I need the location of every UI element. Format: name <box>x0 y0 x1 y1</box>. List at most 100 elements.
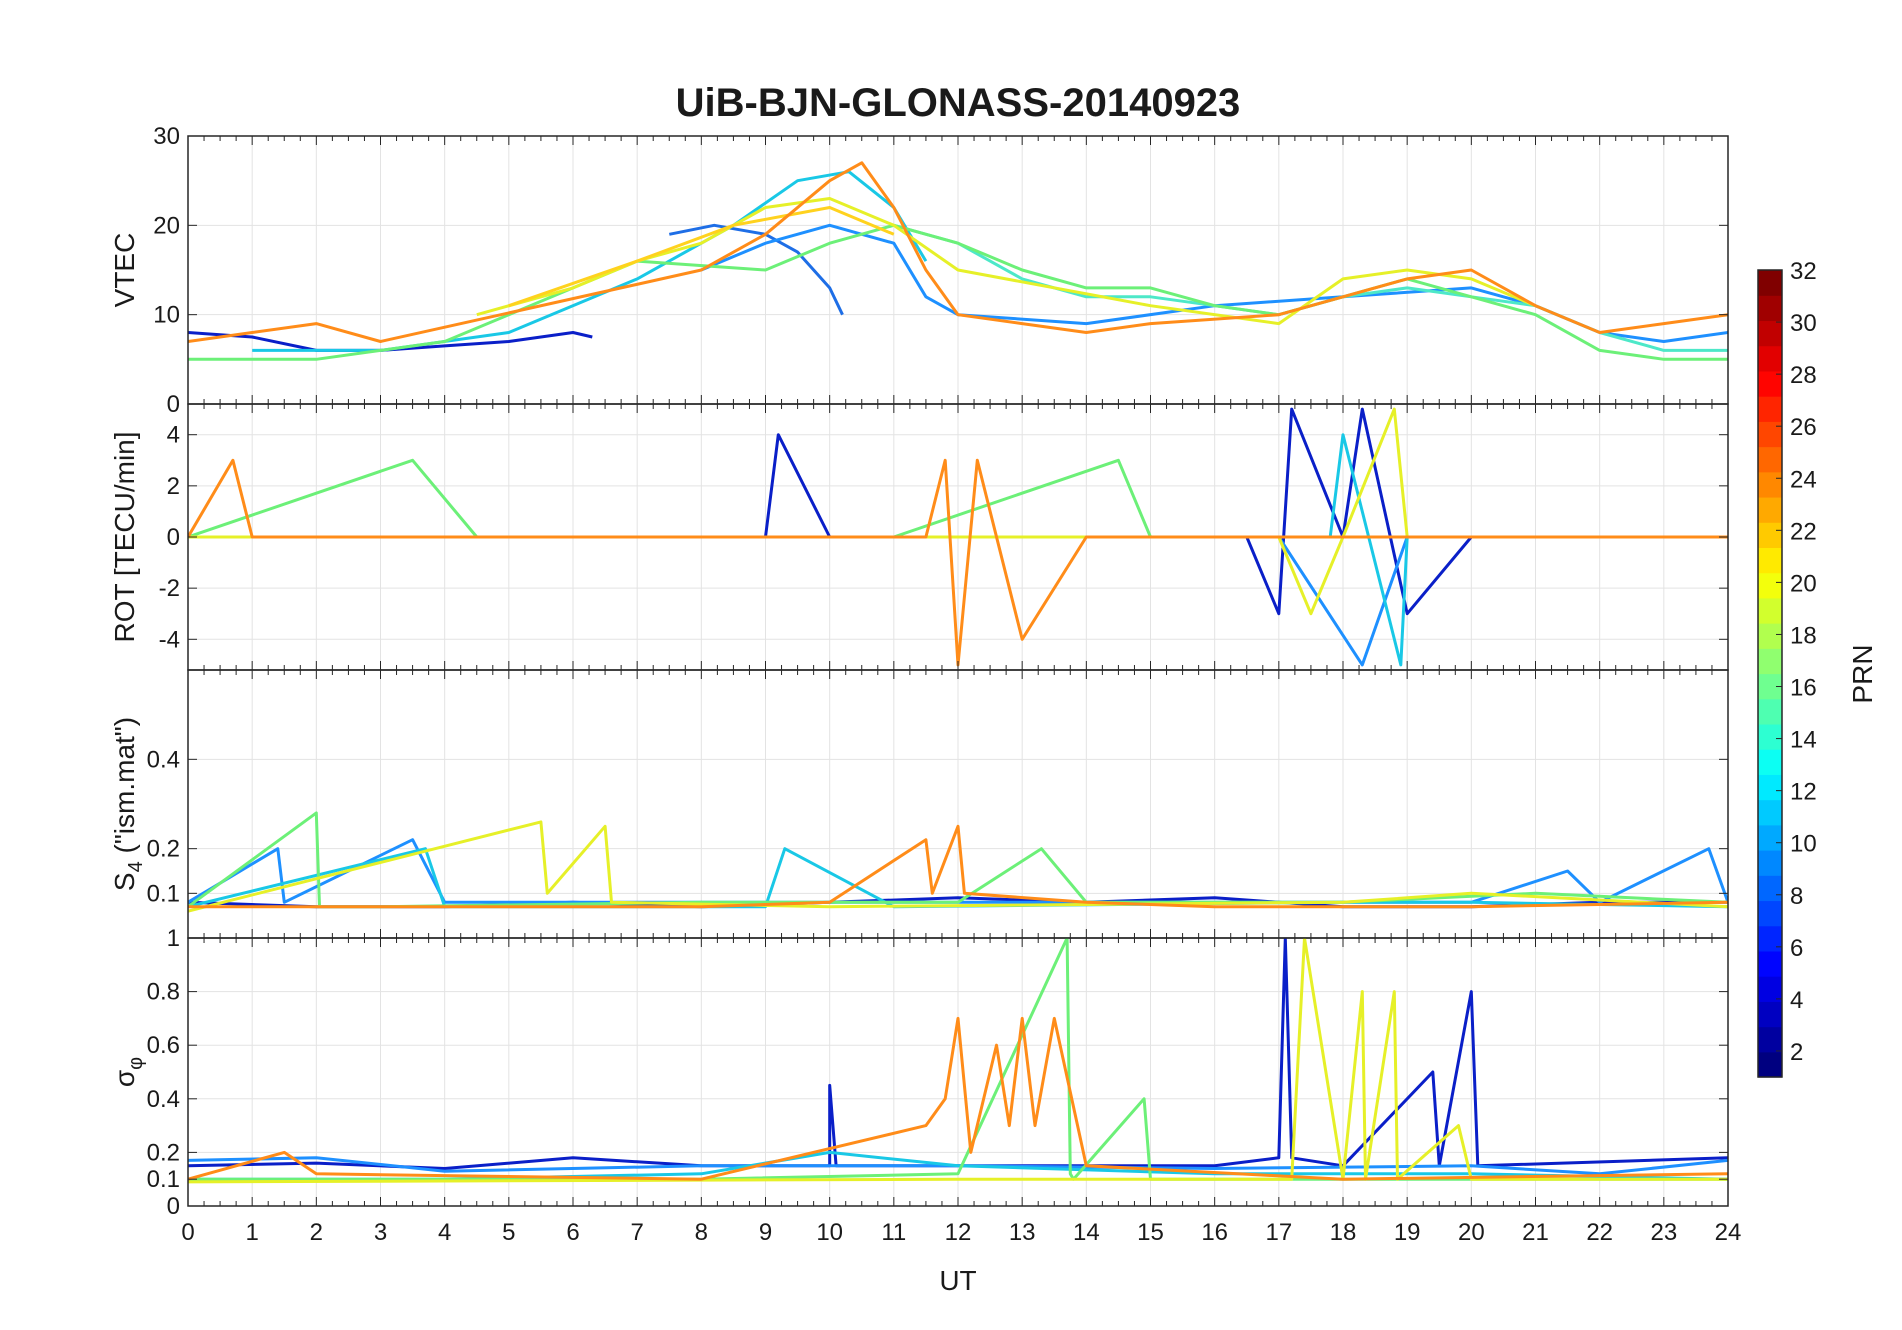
y-tick-label: 0.2 <box>147 1139 180 1166</box>
y-tick-label: 2 <box>167 473 180 500</box>
colorbar-segment <box>1758 522 1782 549</box>
x-tick-label: 1 <box>245 1219 258 1246</box>
x-tick-label: 2 <box>310 1219 323 1246</box>
colorbar-segment <box>1758 370 1782 397</box>
colorbar-tick-label: 4 <box>1790 987 1803 1014</box>
x-tick-label: 18 <box>1330 1219 1357 1246</box>
colorbar-segment <box>1758 1051 1782 1078</box>
y-tick-label: 0.8 <box>147 979 180 1006</box>
y-tick-label: -2 <box>159 575 180 602</box>
panel-ticks: 00.10.2 0.4 0.6 0.8 1 <box>147 925 1729 1220</box>
x-tick-label: 24 <box>1715 1219 1742 1246</box>
colorbar-tick-label: 16 <box>1790 675 1817 702</box>
y-tick-label: -4 <box>159 626 180 653</box>
panel-series <box>188 407 1728 667</box>
colorbar-segment <box>1758 446 1782 473</box>
series-line-s4-5 <box>188 820 1728 913</box>
colorbar-segment <box>1758 421 1782 448</box>
colorbar-segment <box>1758 572 1782 599</box>
x-tick-label: 3 <box>374 1219 387 1246</box>
x-axis: 0 1 2 3 4 5 6 7 8 9 10 11 12 13 14 15 16 17 18 19 20 21 22 23 24 <box>181 1219 1741 1246</box>
x-tick-label: 14 <box>1073 1219 1100 1246</box>
panel-series <box>188 938 1728 1184</box>
x-tick-label: 22 <box>1586 1219 1613 1246</box>
colorbar-tick-label: 2 <box>1790 1039 1803 1066</box>
y-tick-label: 0.1 <box>147 880 180 907</box>
x-tick-label: 15 <box>1137 1219 1164 1246</box>
y-axis-label: ROT [TECU/min] <box>109 431 140 642</box>
colorbar-tick-label: 12 <box>1790 779 1817 806</box>
colorbar-segment <box>1758 320 1782 347</box>
colorbar-tick-label: 32 <box>1790 258 1817 285</box>
panel-ticks: -4 -2 0 2 4 <box>159 404 1729 670</box>
colorbar-tick-label: 8 <box>1790 883 1803 910</box>
colorbar-tick-label: 28 <box>1790 362 1817 389</box>
series-line-s4-6 <box>188 824 1728 909</box>
panel-s4: 0.1 0.2 0.4S4 ("ism.mat") <box>109 669 1729 939</box>
panel-ticks: 0.1 0.2 0.4 <box>147 670 1729 938</box>
series-line-sigma-6 <box>188 1016 1728 1181</box>
panel-series <box>188 811 1728 913</box>
y-tick-label: 0.4 <box>147 746 180 773</box>
x-tick-label: 21 <box>1522 1219 1549 1246</box>
y-axis-label-rest: ("ism.mat") <box>109 717 140 861</box>
colorbar-tick-label: 18 <box>1790 622 1817 649</box>
series-line-rot-6 <box>188 458 1728 667</box>
x-tick-label: 5 <box>502 1219 515 1246</box>
y-axis-label-main: σ <box>109 1070 140 1087</box>
colorbar-tick-label: 20 <box>1790 570 1817 597</box>
colorbar-segment <box>1758 597 1782 624</box>
y-axis-label-main: S <box>109 872 140 891</box>
y-axis-label: VTEC <box>109 233 140 308</box>
chart-title: UiB-BJN-GLONASS-20140923 <box>676 81 1241 125</box>
colorbar-segment <box>1758 698 1782 725</box>
series-line-vtec-1 <box>188 331 593 352</box>
colorbar-segment <box>1758 875 1782 902</box>
panel-grid <box>187 670 1729 938</box>
colorbar-tick-label: 24 <box>1790 466 1817 493</box>
colorbar-segment <box>1758 900 1782 927</box>
panel-rot: -4 -2 0 2 4 ROT [TECU/min] <box>109 403 1729 671</box>
colorbar-segment <box>1758 623 1782 649</box>
series-line-rot-1 <box>188 407 1728 616</box>
colorbar-segment <box>1758 471 1782 498</box>
y-tick-label: 20 <box>153 212 180 239</box>
y-tick-label: 30 <box>153 123 180 150</box>
series-line-sigma-5 <box>188 938 1728 1184</box>
colorbar-segment <box>1758 295 1782 322</box>
y-tick-label: 0.1 <box>147 1166 180 1193</box>
y-tick-label: 0.2 <box>147 836 180 863</box>
series-line-vtec-8 <box>508 206 895 308</box>
y-tick-label: 0 <box>167 524 180 551</box>
y-tick-label: 0 <box>167 391 180 418</box>
colorbar-segment <box>1758 799 1782 826</box>
colorbar-segment <box>1758 1026 1782 1053</box>
colorbar-tick-label: 22 <box>1790 518 1817 545</box>
colorbar-label: PRN <box>1847 644 1878 703</box>
y-tick-label: 10 <box>153 302 180 329</box>
colorbar-segment <box>1758 976 1782 1002</box>
y-tick-label: 4 <box>167 422 180 449</box>
y-tick-label: 0.6 <box>147 1032 180 1059</box>
colorbar-tick-label: 10 <box>1790 831 1817 858</box>
colorbar-segment <box>1758 547 1782 574</box>
panel-vtec: 0 10 20 30 VTEC <box>109 123 1729 418</box>
series-line-s4-3 <box>188 847 1728 909</box>
colorbar-segment <box>1758 496 1782 523</box>
colorbar-segment <box>1758 396 1782 422</box>
panel-series <box>188 161 1728 361</box>
colorbar-segment <box>1758 648 1782 675</box>
y-axis-label: S4 ("ism.mat") <box>109 717 147 891</box>
x-tick-label: 11 <box>881 1219 906 1246</box>
colorbar-segment <box>1758 850 1782 876</box>
x-tick-label: 9 <box>759 1219 772 1246</box>
x-tick-label: 10 <box>816 1219 843 1246</box>
x-tick-label: 13 <box>1009 1219 1036 1246</box>
x-tick-label: 4 <box>438 1219 451 1246</box>
colorbar-segment <box>1758 270 1782 296</box>
colorbar-tick-label: 6 <box>1790 935 1803 962</box>
panel-sigma: 00.10.2 0.4 0.6 0.8 1 σφ <box>109 925 1729 1220</box>
x-tick-label: 19 <box>1394 1219 1421 1246</box>
